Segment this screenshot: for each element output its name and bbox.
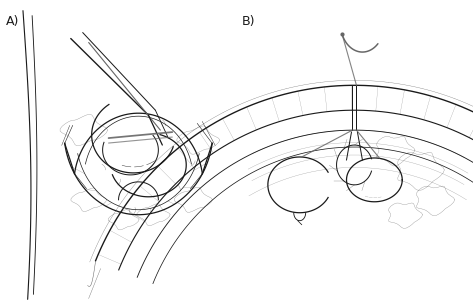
Text: B): B) bbox=[242, 15, 255, 28]
Text: A): A) bbox=[6, 15, 19, 28]
